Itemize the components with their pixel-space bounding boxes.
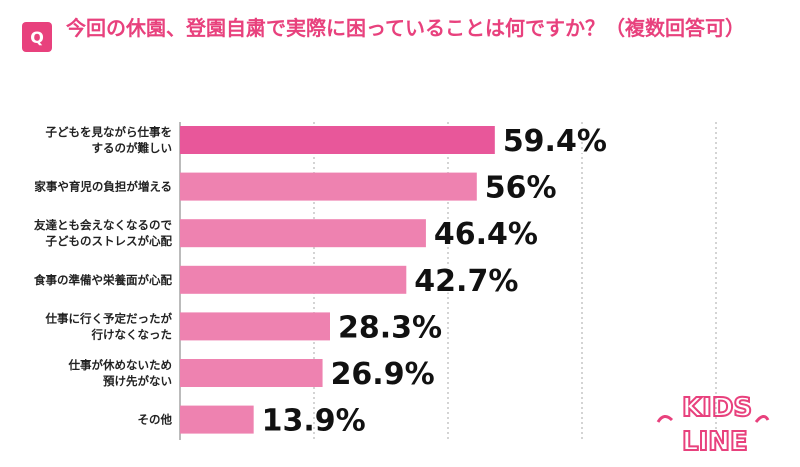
bar-0 <box>180 126 495 154</box>
logo-text-top: KIDS <box>682 393 752 423</box>
bar-5 <box>180 359 323 387</box>
value-label-6: 13.9% <box>262 404 366 439</box>
question-title: 今回の休園、登園自粛で実際に困っていることは何ですか？（複数回答可） <box>66 16 745 40</box>
category-label-6: その他 <box>138 413 173 427</box>
value-label-5: 26.9% <box>331 357 435 392</box>
bar-2 <box>180 219 426 248</box>
bar-3 <box>180 265 407 294</box>
kidsline-logo: KIDS LINE <box>656 392 770 458</box>
bar-6 <box>180 405 254 434</box>
question-badge: Q <box>22 22 52 52</box>
value-label-1: 56% <box>485 171 557 206</box>
value-label-3: 42.7% <box>414 264 518 299</box>
category-label-1: 家事や育児の負担が増える <box>34 180 172 194</box>
category-label-4: 仕事に行く予定だったが行けなくなった <box>45 311 173 341</box>
bar-1 <box>180 172 477 201</box>
category-label-5: 仕事が休めないため預け先がない <box>68 358 173 388</box>
category-label-3: 食事の準備や栄養面が心配 <box>34 273 172 287</box>
value-label-4: 28.3% <box>338 310 442 345</box>
bar-4 <box>180 312 330 341</box>
value-label-0: 59.4% <box>503 124 607 159</box>
logo-arm-left <box>656 415 674 423</box>
category-label-0: 子どもを見ながら仕事をするのが難しい <box>46 125 173 155</box>
category-label-2: 友達とも会えなくなるので子どものストレスが心配 <box>34 218 172 248</box>
logo-arm-right <box>754 415 770 423</box>
logo-text-bottom: LINE <box>682 427 748 457</box>
value-label-2: 46.4% <box>434 217 538 252</box>
